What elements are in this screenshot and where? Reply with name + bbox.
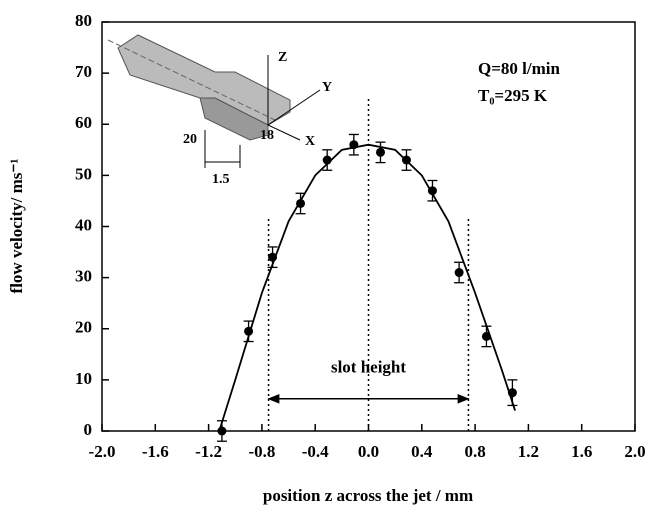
x-tick-label: 0.4 [411, 442, 433, 461]
data-point [217, 426, 227, 436]
data-point [454, 268, 464, 278]
y-tick-label: 50 [75, 164, 92, 183]
y-tick-label: 80 [75, 11, 92, 30]
data-point [322, 155, 332, 165]
inset-label: 1.5 [212, 172, 230, 187]
inset-label: Z [278, 50, 287, 65]
inset-label: X [305, 134, 315, 149]
inset-label: 20 [183, 132, 197, 147]
x-tick-label: -0.8 [248, 442, 275, 461]
y-tick-label: 40 [75, 215, 92, 234]
inset-nozzle [107, 34, 321, 168]
y-tick-label: 10 [75, 369, 92, 388]
x-tick-label: 0.8 [464, 442, 485, 461]
y-axis-label: flow velocity/ ms⁻¹ [7, 159, 26, 294]
fit-curve [218, 143, 516, 432]
data-point [507, 388, 517, 398]
inset-label: Y [322, 80, 332, 95]
y-tick-label: 70 [75, 62, 92, 81]
x-tick-label: -2.0 [89, 442, 116, 461]
data-point [244, 326, 254, 336]
y-tick-label: 20 [75, 318, 92, 337]
data-point [481, 331, 491, 341]
x-tick-label: 0.0 [358, 442, 379, 461]
x-tick-label: -1.2 [195, 442, 222, 461]
y-tick-label: 60 [75, 113, 92, 132]
data-point [427, 186, 437, 196]
data-point [349, 140, 359, 150]
inset-label: 18 [260, 128, 274, 143]
x-axis-label: position z across the jet / mm [263, 486, 473, 505]
x-tick-label: 1.2 [518, 442, 539, 461]
data-point [375, 147, 385, 157]
data-point [401, 155, 411, 165]
slot-label: slot height [331, 358, 406, 377]
x-tick-label: 2.0 [624, 442, 645, 461]
x-tick-label: 1.6 [571, 442, 592, 461]
data-point [268, 252, 278, 262]
y-tick-label: 30 [75, 267, 92, 286]
x-tick-label: -0.4 [302, 442, 329, 461]
annotation: T₀=295 K [478, 86, 548, 105]
y-tick-label: 0 [84, 420, 93, 439]
annotation: Q=80 l/min [478, 59, 560, 78]
data-point [296, 198, 306, 208]
x-tick-label: -1.6 [142, 442, 169, 461]
